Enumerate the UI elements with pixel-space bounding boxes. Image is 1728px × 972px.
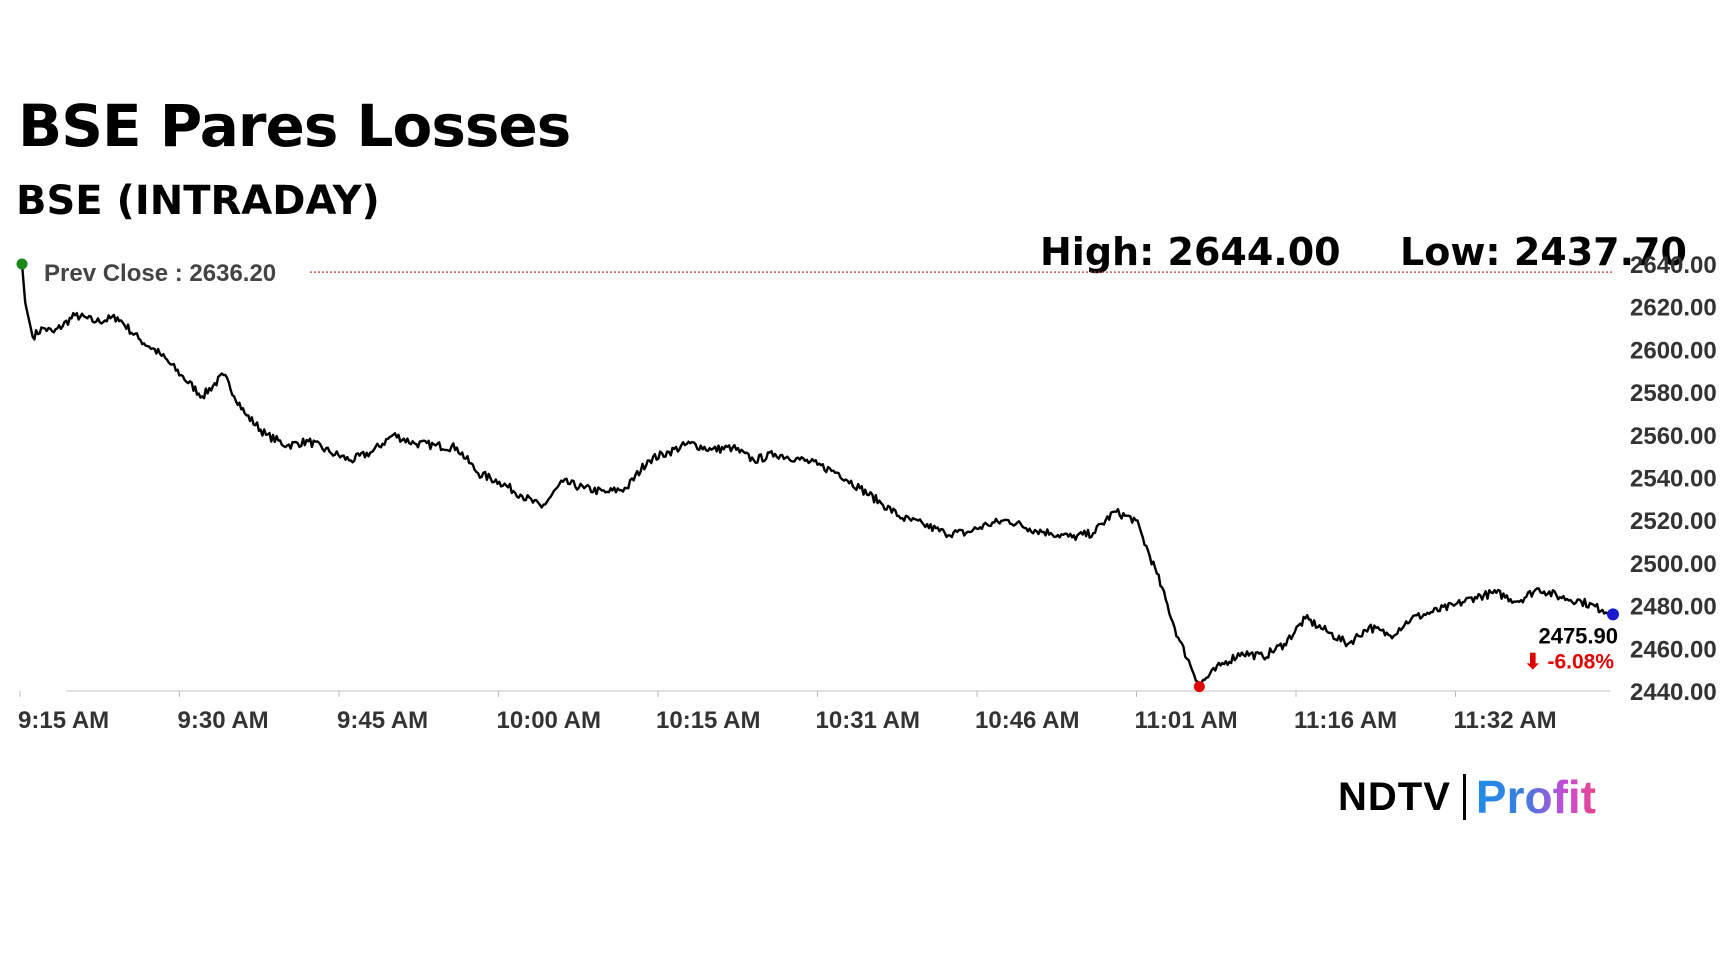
y-tick-label: 2560.00 xyxy=(1630,423,1717,450)
ndtv-wordmark: NDTV xyxy=(1338,774,1451,819)
profit-wordmark: Profit xyxy=(1475,771,1596,823)
y-tick-label: 2500.00 xyxy=(1630,551,1717,578)
open-marker xyxy=(16,258,28,270)
y-tick-label: 2460.00 xyxy=(1630,636,1717,663)
x-tick-label: 9:15 AM xyxy=(18,707,109,734)
x-tick-label: 11:32 AM xyxy=(1454,707,1557,734)
y-tick-label: 2520.00 xyxy=(1630,508,1717,535)
x-tick-label: 10:15 AM xyxy=(656,707,760,734)
y-tick-label: 2620.00 xyxy=(1630,295,1717,322)
y-tick-label: 2640.00 xyxy=(1630,252,1717,279)
y-tick-label: 2540.00 xyxy=(1630,466,1717,493)
y-tick-label: 2440.00 xyxy=(1630,679,1717,706)
x-tick-label: 10:00 AM xyxy=(497,707,601,734)
last-value-label: 2475.90 xyxy=(1538,623,1618,648)
chart-title: BSE Pares Losses xyxy=(18,92,571,160)
x-tick-label: 11:16 AM xyxy=(1294,707,1397,734)
ndtv-profit-logo: NDTV Profit xyxy=(1338,771,1596,823)
chart-subtitle: BSE (INTRADAY) xyxy=(16,178,380,224)
x-tick-label: 9:45 AM xyxy=(337,707,428,734)
price-line xyxy=(20,263,1615,686)
y-tick-label: 2480.00 xyxy=(1630,594,1717,621)
y-tick-label: 2600.00 xyxy=(1630,337,1717,364)
low-value: Low: 2437.70 xyxy=(1400,230,1687,274)
x-tick-label: 10:46 AM xyxy=(975,707,1079,734)
high-value: High: 2644.00 xyxy=(1040,230,1341,274)
change-label: ⬇ -6.08% xyxy=(1524,650,1614,673)
x-tick-label: 10:31 AM xyxy=(816,707,920,734)
logo-divider xyxy=(1462,774,1466,820)
last-marker xyxy=(1607,608,1619,621)
low-marker xyxy=(1193,681,1205,693)
x-tick-label: 9:30 AM xyxy=(178,707,269,734)
x-tick-label: 11:01 AM xyxy=(1135,707,1238,734)
prev-close-label: Prev Close : 2636.20 xyxy=(44,260,276,287)
y-tick-label: 2580.00 xyxy=(1630,380,1717,407)
